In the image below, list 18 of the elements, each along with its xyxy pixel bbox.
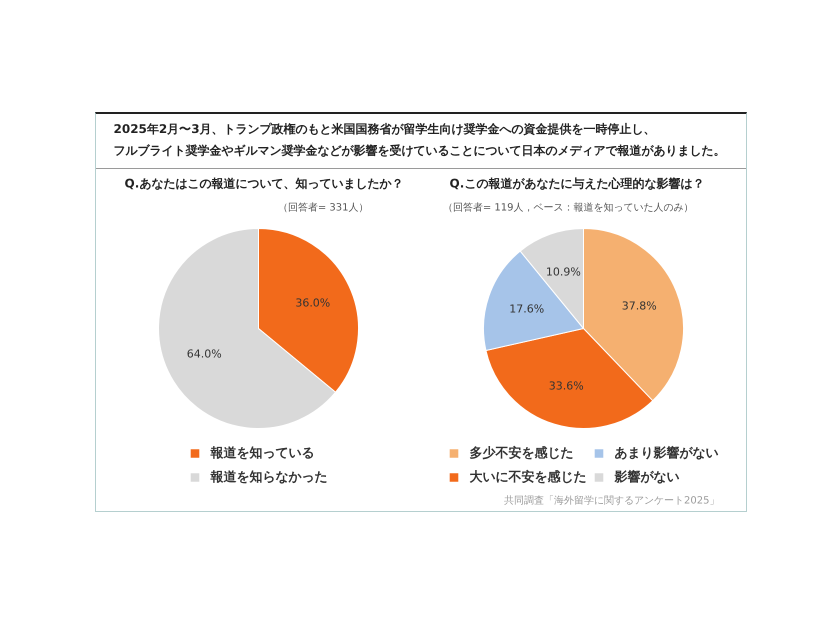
chart-subtitle: （回答者= 331人） <box>278 202 369 214</box>
legend-label: 影響がない <box>614 468 680 486</box>
text: 2025年2月〜3月、トランプ政権のもと米国国務省が留学生向け奨学金への資金提供を一時停止し、フルブライト奨学金やギルマン奨学金などが影響を受けていることについて日本のメディアで報道がありました。 <box>114 122 726 158</box>
legend-label: 報道を知っている <box>210 445 314 462</box>
legend-label: 大いに不安を感じた <box>470 468 586 486</box>
data-label: 36.0% <box>295 296 330 310</box>
data-label: 17.6% <box>509 302 544 316</box>
data-label: 10.9% <box>546 265 581 278</box>
data-label: 64.0% <box>186 348 222 361</box>
legend-label: 報道を知らなかった <box>210 469 328 486</box>
data-label: 33.6% <box>548 379 584 392</box>
data-label: 37.8% <box>622 300 657 313</box>
chart-title: Q.この報道があなたに与えた心理的な影響は？ <box>450 176 704 190</box>
legend-label: あまり影響がない <box>614 444 718 462</box>
chart-title: Q.あなたはこの報道について、知っていましたか？ <box>124 176 404 190</box>
text: 共同調査「海外留学に関するアンケート2025」 <box>504 494 720 506</box>
chart-subtitle: （回答者= 119人，ベース：報道を知っていた人のみ） <box>442 202 694 214</box>
legend-label: 多少不安を感じた <box>470 444 574 462</box>
